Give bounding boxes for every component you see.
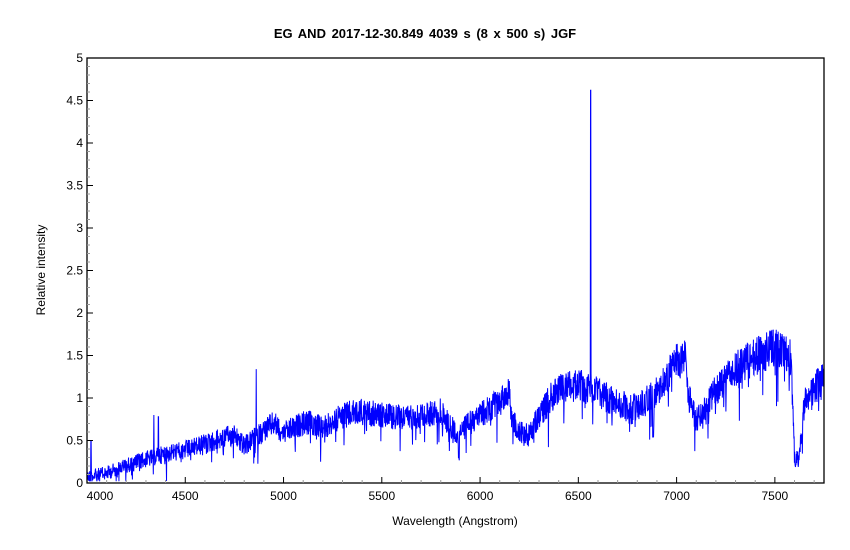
- y-tick-label: 4.5: [66, 94, 83, 108]
- x-tick-label: 7500: [762, 489, 789, 503]
- x-axis-label: Wavelength (Angstrom): [392, 514, 518, 528]
- y-tick-label: 1: [76, 391, 83, 405]
- x-tick-label: 6000: [467, 489, 494, 503]
- x-tick-label: 4500: [172, 489, 199, 503]
- x-tick-label: 7000: [663, 489, 690, 503]
- x-tick-label: 6500: [565, 489, 592, 503]
- y-tick-label: 0.5: [66, 434, 83, 448]
- y-axis-label: Relative intensity: [34, 225, 48, 316]
- y-tick-label: 1.5: [66, 349, 83, 363]
- y-tick-label: 3: [76, 221, 83, 235]
- y-tick-label: 0: [76, 476, 83, 490]
- spectrum-line: [87, 89, 824, 482]
- x-tick-label: 5500: [368, 489, 395, 503]
- y-tick-label: 2.5: [66, 264, 83, 278]
- y-tick-label: 2: [76, 306, 83, 320]
- x-axis: 4000 4500 5000 5500 6000 6500 7000 7500: [86, 477, 815, 503]
- y-tick-label: 4: [76, 136, 83, 150]
- x-tick-label: 4000: [87, 489, 114, 503]
- chart-title: EG AND 2017-12-30.849 4039 s (8 x 500 s)…: [273, 26, 577, 41]
- y-axis: 0 0.5 1 1.5 2 2.5 3 3.5 4 4.5 5: [66, 51, 93, 490]
- y-tick-label: 5: [76, 51, 83, 65]
- y-tick-label: 3.5: [66, 179, 83, 193]
- plot-frame: [86, 57, 825, 484]
- x-tick-label: 5000: [270, 489, 297, 503]
